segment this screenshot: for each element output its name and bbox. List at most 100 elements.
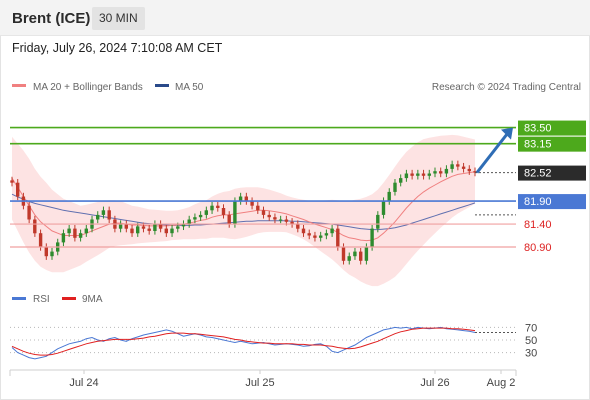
level-label-81.90: 81.90 — [524, 196, 552, 208]
ma20-line — [11, 171, 476, 242]
candle-body — [387, 191, 391, 202]
candle-body — [78, 233, 83, 238]
candle-body — [341, 247, 346, 261]
time-tick-label: Jul 26 — [420, 377, 449, 389]
candle-body — [450, 164, 454, 169]
candle-body — [290, 221, 294, 225]
candle-body — [118, 224, 123, 229]
candle-body — [44, 247, 48, 257]
candle-body — [439, 171, 443, 174]
candle-body — [347, 256, 351, 261]
forecast-arrow-head — [501, 127, 513, 140]
candle-body — [181, 224, 186, 227]
level-label-bg-82.52 — [518, 165, 586, 181]
level-label-bg-83.15 — [518, 136, 586, 152]
time-tick-label: Jul 24 — [69, 377, 98, 389]
candle-body — [210, 205, 214, 211]
rsi-legend-label: RSI — [33, 294, 50, 305]
candle-body — [10, 180, 14, 183]
candle-body — [273, 217, 277, 220]
rsi-ma9-line — [11, 327, 476, 356]
time-tick-label: Jul 25 — [245, 377, 274, 389]
candle-body — [130, 228, 134, 234]
candle-body — [399, 178, 403, 183]
candle-body — [158, 224, 163, 229]
candle-body — [393, 182, 397, 192]
candle-body — [16, 182, 20, 197]
candle-body — [153, 224, 157, 231]
candle-body — [461, 166, 466, 169]
candle-body — [61, 233, 66, 243]
candle-body — [164, 228, 168, 234]
ma50-legend-label: MA 50 — [175, 82, 204, 93]
candle-body — [233, 201, 237, 225]
candle-body — [370, 228, 374, 247]
level-label-83.15: 83.15 — [524, 139, 552, 151]
candle-body — [444, 168, 449, 174]
candle-body — [136, 226, 140, 234]
candle-body — [216, 205, 220, 208]
candle-body — [124, 224, 128, 229]
candle-body — [250, 201, 254, 206]
candle-body — [296, 224, 300, 229]
candle-body — [221, 208, 226, 215]
ma20-legend-swatch — [12, 84, 26, 87]
candle-body — [193, 217, 197, 220]
candle-body — [278, 219, 283, 221]
level-label-81.40: 81.40 — [524, 219, 552, 231]
rsi-tick-30: 30 — [525, 348, 537, 360]
candle-body — [359, 251, 363, 261]
candle-body — [307, 233, 311, 236]
candle-body — [319, 235, 323, 238]
rsi-tick-50: 50 — [525, 335, 537, 347]
candle-body — [67, 228, 71, 234]
candle-body — [267, 214, 271, 218]
candle-body — [33, 219, 37, 234]
level-label-82.52: 82.52 — [524, 168, 552, 180]
candle-body — [73, 228, 77, 238]
candle-body — [38, 233, 43, 247]
level-label-bg-83.50 — [518, 120, 586, 136]
header-bar: Brent (ICE) 30 MIN — [0, 0, 590, 36]
candle-body — [433, 171, 437, 174]
candle-body — [101, 210, 106, 215]
candle-body — [261, 210, 266, 215]
candle-body — [421, 173, 426, 176]
candle-body — [50, 251, 54, 257]
candle-body — [284, 219, 289, 222]
candle-body — [84, 228, 88, 234]
timeframe-badge[interactable]: 30 MIN — [92, 7, 145, 30]
price-levels: 83.50 83.15 82.52 81.90 81.40 80.90 — [10, 120, 586, 254]
forecast-arrow-shaft — [475, 130, 511, 174]
candle-body — [427, 173, 431, 176]
candle-body — [227, 214, 231, 225]
candle-body — [313, 235, 317, 238]
candle-body — [147, 228, 151, 231]
rsi-line — [11, 326, 476, 360]
candle-body — [353, 251, 357, 257]
candle-body — [176, 226, 180, 229]
ma20-legend-label: MA 20 + Bollinger Bands — [33, 82, 143, 93]
candle-body — [141, 226, 146, 229]
candle-body — [404, 173, 409, 179]
level-label-bg-81.90 — [518, 194, 586, 210]
candle-body — [364, 247, 369, 261]
candle-body — [467, 168, 471, 172]
time-axis: Jul 24 Jul 25 Jul 26 Aug 2 — [9, 369, 517, 389]
candle-body — [27, 205, 31, 220]
instrument-title: Brent (ICE) — [12, 10, 91, 27]
candle-body — [187, 219, 191, 225]
time-tick-label: Aug 2 — [487, 377, 516, 389]
level-label-83.50: 83.50 — [524, 123, 552, 135]
candle-body — [238, 196, 243, 202]
candle-body — [198, 214, 203, 218]
candle-body — [410, 173, 414, 176]
bollinger-band — [12, 134, 475, 287]
candle-body — [170, 228, 174, 234]
candle-body — [456, 164, 460, 167]
rsi-tick-70: 70 — [525, 322, 537, 334]
chart-credit: Research © 2024 Trading Central — [432, 82, 581, 93]
ma50-legend-swatch — [155, 84, 169, 87]
